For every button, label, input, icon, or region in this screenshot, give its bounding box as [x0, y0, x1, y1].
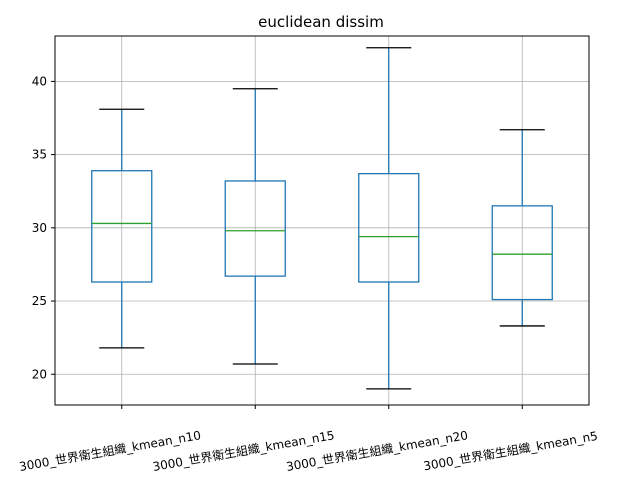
box-layer [91, 47, 553, 390]
axes-frame [54, 35, 590, 406]
y-tick-label: 40 [32, 74, 47, 88]
box-body [91, 170, 153, 283]
grid-layer [55, 36, 589, 405]
chart-title: euclidean dissim [258, 13, 384, 31]
y-tick-label: 20 [32, 367, 47, 381]
box-body [491, 205, 553, 301]
y-tick-label: 25 [32, 294, 47, 308]
y-tick-label: 35 [32, 148, 47, 162]
box-body [358, 172, 420, 283]
y-tick-label: 30 [32, 221, 47, 235]
tick-layer: 20253035403000_世界衛生組織_kmean_n103000_世界衛生… [18, 74, 599, 474]
box-body [224, 180, 286, 277]
